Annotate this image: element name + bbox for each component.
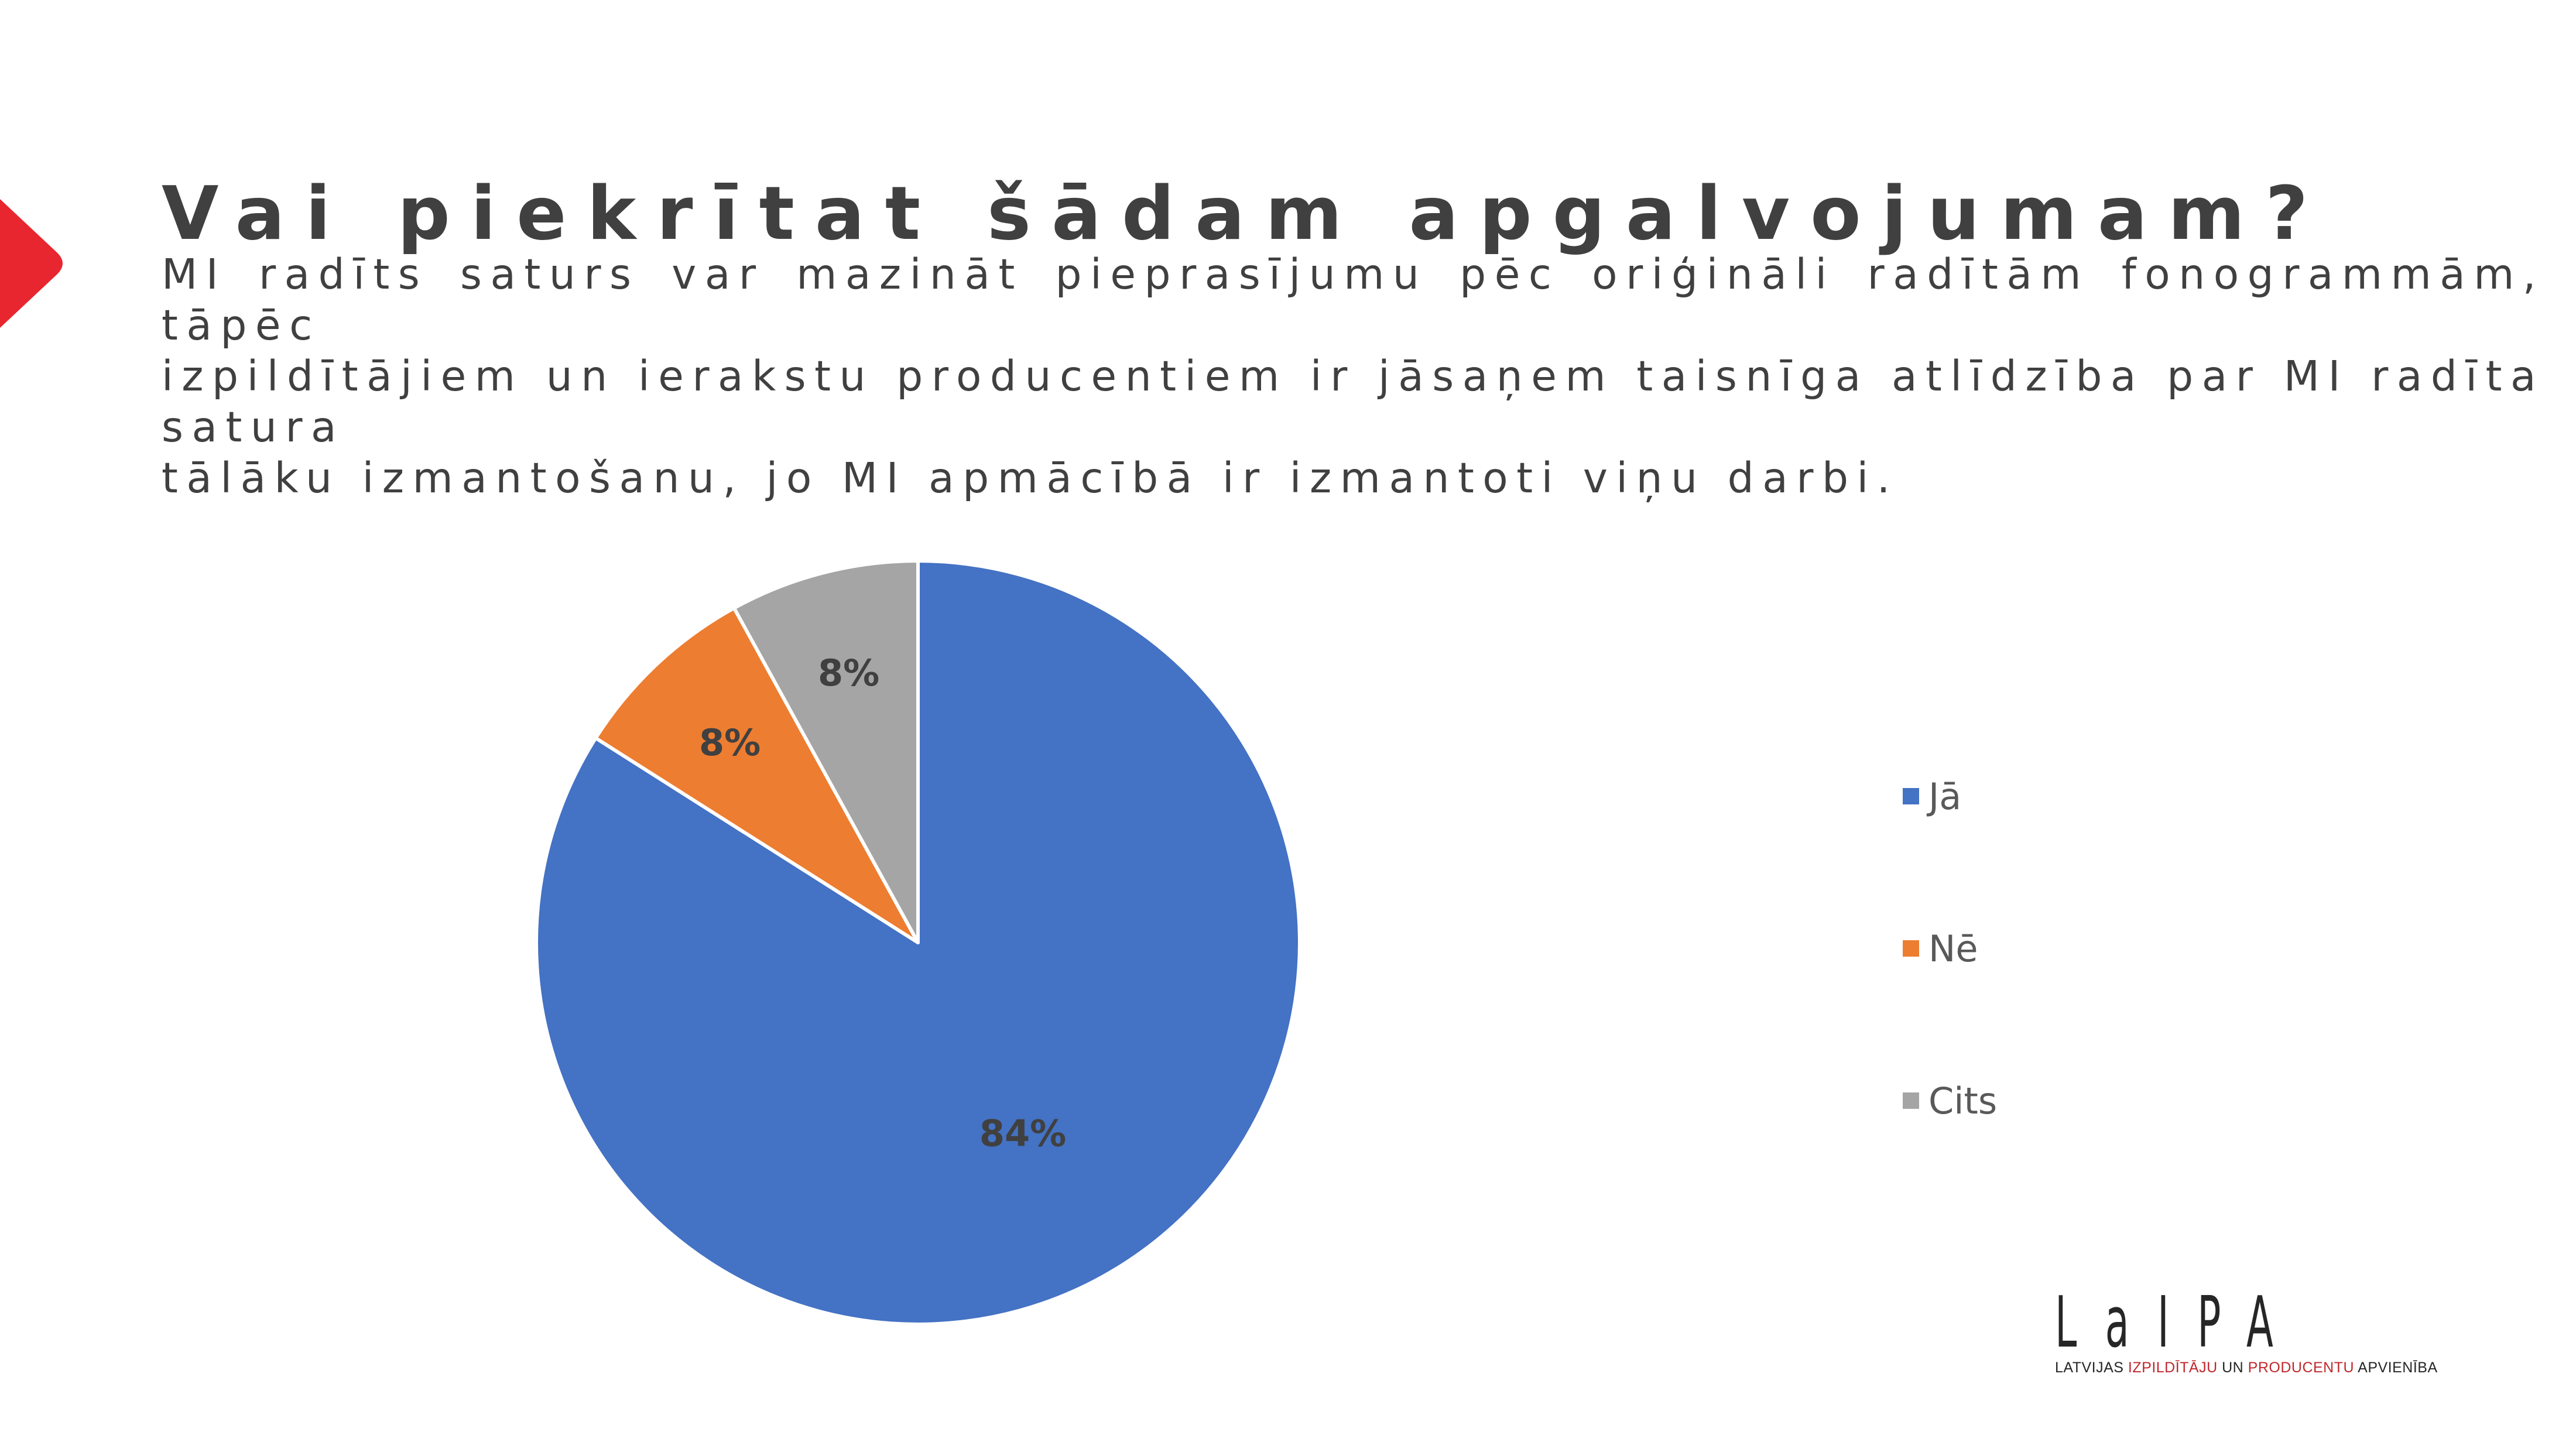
slide-title: Vai piekrītat šādam apgalvojumam? [162, 170, 2329, 256]
subtitle-line-3: tālāku izmantošanu, jo MI apmācībā ir iz… [162, 454, 1899, 502]
logo-tagline-part: UN [2217, 1359, 2248, 1376]
slide-subtitle: MI radīts saturs var mazināt pieprasījum… [162, 249, 2544, 503]
pie-slice-2 [594, 606, 920, 944]
legend-swatch [1903, 1092, 1919, 1109]
logo-tagline-part: IZPILDĪTĀJU [2128, 1359, 2218, 1376]
legend-item: Nē [1903, 925, 1978, 972]
pie-data-label-2: 8% [699, 721, 761, 764]
accent-arrow-icon [0, 199, 63, 328]
legend-swatch [1903, 788, 1919, 804]
laipa-logo: LaIPA LATVIJAS IZPILDĪTĀJU UN PRODUCENTU… [2055, 1288, 2465, 1376]
logo-tagline-part: PRODUCENTU [2248, 1359, 2355, 1376]
legend-label: Jā [1928, 775, 1962, 818]
legend-item: Jā [1903, 773, 1961, 820]
logo-tagline-part: LATVIJAS [2055, 1359, 2128, 1376]
subtitle-line-2: izpildītājiem un ierakstu producentiem i… [162, 352, 2544, 451]
pie-data-label-3: 8% [818, 652, 879, 694]
logo-mark: LaIPA [2055, 1282, 2302, 1364]
legend-item: Cits [1903, 1077, 1997, 1124]
logo-tagline: LATVIJAS IZPILDĪTĀJU UN PRODUCENTU APVIE… [2055, 1359, 2465, 1376]
pie-data-label-1: 84% [979, 1112, 1066, 1155]
logo-tagline-part: APVIENĪBA [2354, 1359, 2438, 1376]
legend-swatch [1903, 940, 1919, 957]
legend-label: Cits [1928, 1079, 1998, 1122]
legend-label: Nē [1928, 927, 1978, 970]
subtitle-line-1: MI radīts saturs var mazināt pieprasījum… [162, 250, 2544, 350]
pie-slice-3 [732, 559, 920, 944]
